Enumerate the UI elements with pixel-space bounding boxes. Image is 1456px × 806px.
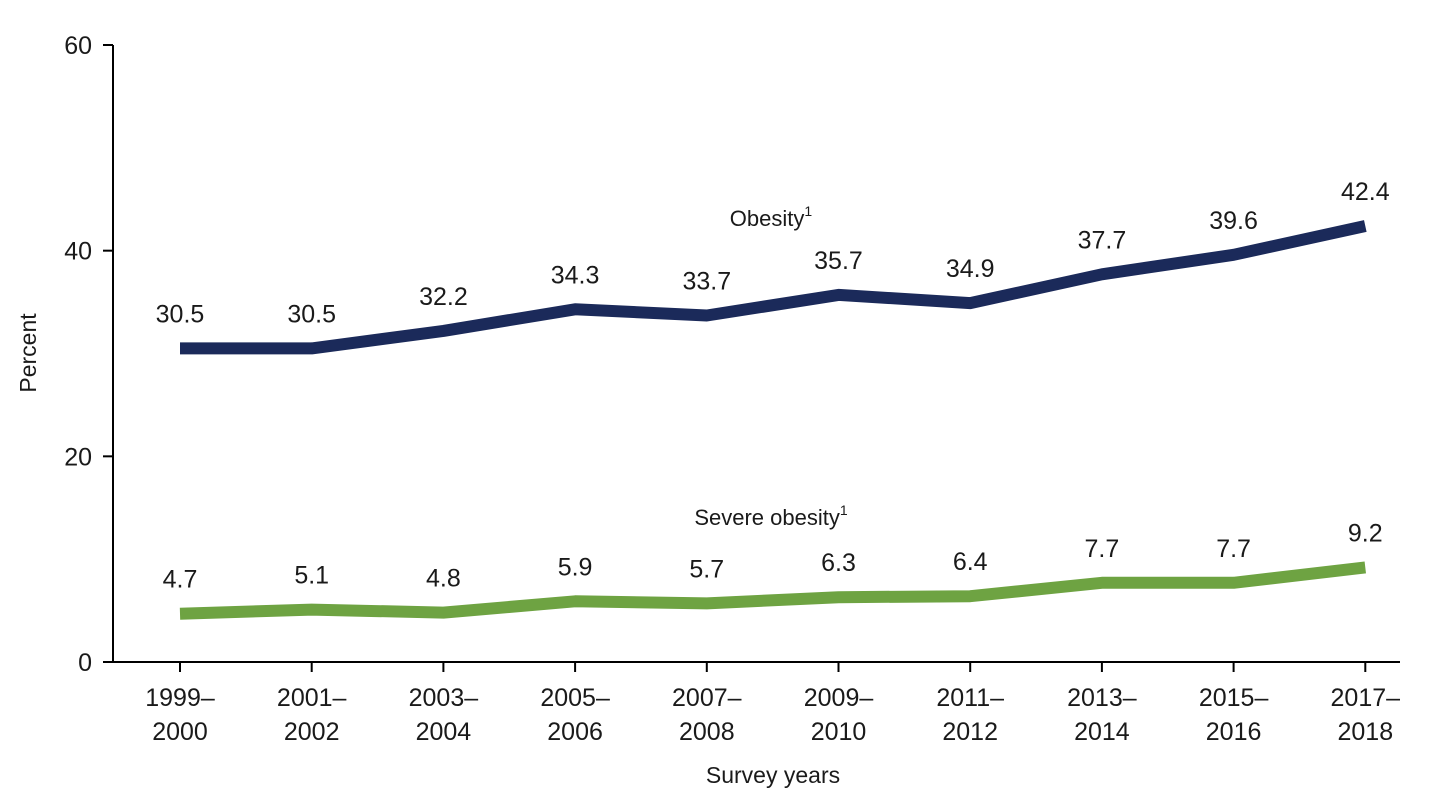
x-tick-label: 2007– 2008 xyxy=(672,684,742,746)
series-name-label: Severe obesity1 xyxy=(694,502,848,530)
data-label: 39.6 xyxy=(1209,207,1258,235)
data-label: 32.2 xyxy=(419,283,468,311)
y-axis: 0 20 40 60 xyxy=(64,32,114,677)
data-label: 42.4 xyxy=(1341,178,1390,206)
y-axis-title: Percent xyxy=(15,313,41,393)
x-tick-label: 2013– 2014 xyxy=(1067,684,1137,746)
data-label: 5.9 xyxy=(558,553,593,581)
series-name-label: Obesity1 xyxy=(730,203,813,231)
data-label: 34.3 xyxy=(551,261,600,289)
y-tick-label: 60 xyxy=(64,32,92,60)
y-tick-label: 40 xyxy=(64,238,92,266)
data-label: 6.4 xyxy=(953,548,988,576)
x-tick-label: 2005– 2006 xyxy=(540,684,610,746)
data-label: 5.7 xyxy=(689,555,724,583)
data-label: 35.7 xyxy=(814,247,863,275)
x-tick-label: 2017– 2018 xyxy=(1331,684,1401,746)
data-label: 9.2 xyxy=(1348,519,1383,547)
data-label: 30.5 xyxy=(156,300,205,328)
series-name-labels: Obesity1 Severe obesity1 xyxy=(694,203,848,530)
data-label: 7.7 xyxy=(1085,535,1120,563)
series-line-obesity xyxy=(180,220,1367,355)
series-layer xyxy=(179,220,1367,620)
x-tick-label: 2015– 2016 xyxy=(1199,684,1269,746)
data-label: 6.3 xyxy=(821,549,856,577)
x-tick-label: 2009– 2010 xyxy=(804,684,874,746)
x-tick-label: 2011– 2012 xyxy=(936,684,1004,746)
data-label: 30.5 xyxy=(287,300,336,328)
data-label: 4.8 xyxy=(426,565,461,593)
data-label: 34.9 xyxy=(946,255,995,283)
x-tick-label: 1999– 2000 xyxy=(145,684,215,746)
data-label: 37.7 xyxy=(1078,226,1127,254)
x-axis: 1999– 2000 2001– 2002 2003– 2004 2005– 2006 2007… xyxy=(113,661,1401,746)
data-labels: 30.5 30.5 32.2 34.3 33.7 35.7 34.9 37.7 39.6 42.4… xyxy=(156,178,1390,594)
x-tick-label: 2003– 2004 xyxy=(409,684,479,746)
x-tick-label: 2001– 2002 xyxy=(277,684,347,746)
data-label: 4.7 xyxy=(163,566,198,594)
x-axis-title: Survey years xyxy=(706,762,840,788)
y-tick-label: 20 xyxy=(64,443,92,471)
y-tick-label: 0 xyxy=(78,649,92,677)
series-line-severe-obesity xyxy=(179,561,1366,620)
data-label: 33.7 xyxy=(682,267,731,295)
data-label: 5.1 xyxy=(294,562,329,590)
data-label: 7.7 xyxy=(1216,535,1251,563)
